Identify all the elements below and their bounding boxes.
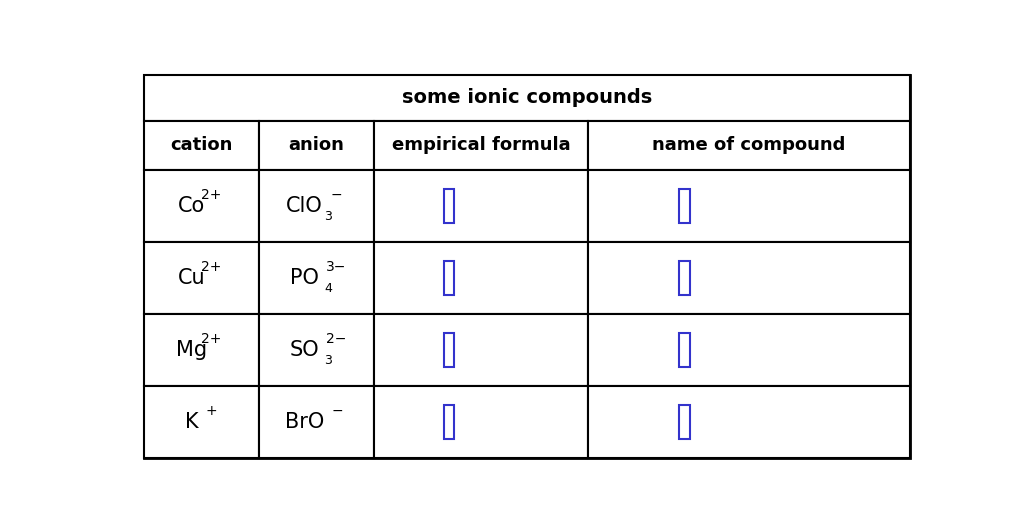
Text: SO: SO — [290, 340, 319, 360]
Bar — [259, 314, 374, 386]
Text: 2+: 2+ — [202, 332, 222, 346]
Text: Cu: Cu — [178, 268, 206, 288]
Bar — [588, 386, 909, 458]
Text: 2−: 2− — [326, 332, 346, 346]
Text: cation: cation — [170, 136, 232, 154]
Bar — [443, 261, 454, 295]
Bar — [679, 189, 690, 223]
Text: 2+: 2+ — [202, 188, 222, 202]
Bar — [259, 386, 374, 458]
Text: ClO: ClO — [286, 196, 323, 216]
Text: K: K — [185, 412, 199, 432]
Text: 3−: 3− — [326, 260, 346, 274]
Bar — [143, 75, 909, 121]
Text: PO: PO — [290, 268, 318, 288]
Bar — [143, 170, 259, 242]
Text: anion: anion — [288, 136, 344, 154]
Text: 4: 4 — [325, 281, 332, 294]
Bar — [588, 314, 909, 386]
Text: Mg: Mg — [176, 340, 207, 360]
Bar — [679, 333, 690, 367]
Bar — [143, 386, 259, 458]
Text: 3: 3 — [325, 210, 332, 223]
Bar — [143, 314, 259, 386]
Bar — [679, 261, 690, 295]
Bar — [374, 121, 588, 170]
Bar — [374, 386, 588, 458]
Text: +: + — [206, 404, 217, 418]
Bar — [374, 170, 588, 242]
Text: −: − — [332, 404, 343, 418]
Text: 3: 3 — [325, 354, 332, 367]
Bar — [143, 242, 259, 314]
Text: empirical formula: empirical formula — [391, 136, 570, 154]
Bar — [588, 242, 909, 314]
Bar — [443, 333, 454, 367]
Text: Co: Co — [178, 196, 206, 216]
Bar — [374, 314, 588, 386]
Bar — [443, 405, 454, 440]
Text: −: − — [330, 188, 342, 202]
Bar — [588, 121, 909, 170]
Bar — [143, 121, 259, 170]
Text: 2+: 2+ — [202, 260, 222, 274]
Bar — [259, 170, 374, 242]
Text: name of compound: name of compound — [652, 136, 846, 154]
Bar — [374, 242, 588, 314]
Text: BrO: BrO — [285, 412, 324, 432]
Text: some ionic compounds: some ionic compounds — [401, 88, 652, 107]
Bar — [259, 242, 374, 314]
Bar — [588, 170, 909, 242]
Bar — [679, 405, 690, 440]
Bar — [259, 121, 374, 170]
Bar — [443, 189, 454, 223]
